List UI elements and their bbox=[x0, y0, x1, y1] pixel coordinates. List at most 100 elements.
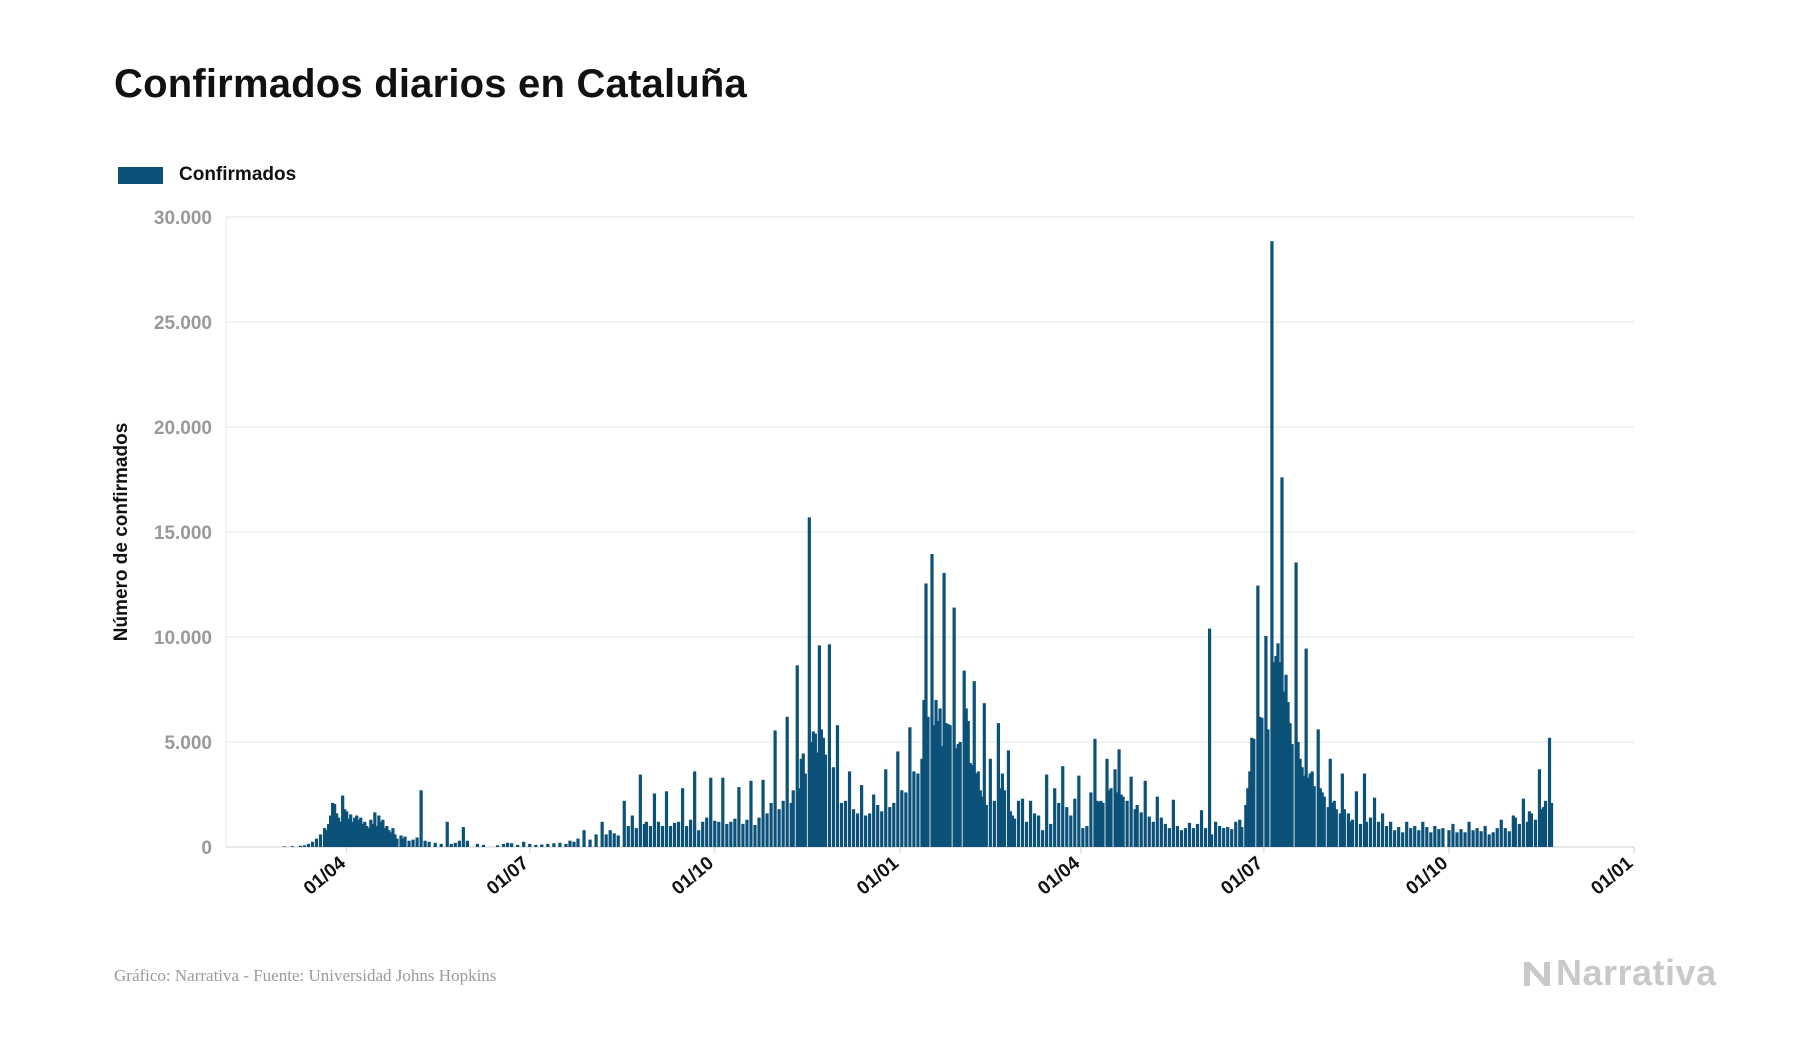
bar bbox=[940, 746, 944, 847]
y-axis-tick-labels: 0 5.000 10.000 15.000 20.000 25.000 30.000 bbox=[154, 208, 212, 859]
bar bbox=[1447, 830, 1451, 847]
bar bbox=[797, 788, 801, 847]
bar bbox=[582, 830, 586, 847]
bar bbox=[1238, 819, 1242, 847]
bar bbox=[1487, 834, 1491, 847]
bar bbox=[415, 837, 419, 847]
bar bbox=[1085, 826, 1089, 847]
bar bbox=[1117, 749, 1121, 847]
bar bbox=[938, 708, 942, 847]
bar bbox=[1199, 810, 1204, 847]
bar bbox=[1537, 769, 1542, 847]
bar bbox=[395, 838, 399, 847]
bar bbox=[974, 773, 978, 847]
bar bbox=[1230, 829, 1234, 847]
bar bbox=[1133, 809, 1137, 847]
bar bbox=[381, 819, 385, 847]
bar bbox=[626, 826, 630, 847]
bar bbox=[660, 826, 665, 847]
bar bbox=[516, 844, 520, 847]
gridlines bbox=[225, 216, 1634, 848]
bar bbox=[1298, 758, 1302, 847]
bar bbox=[1376, 821, 1381, 847]
y-tick-label: 5.000 bbox=[164, 733, 212, 754]
bar bbox=[375, 826, 379, 847]
x-tick-label: 01/07 bbox=[1217, 853, 1267, 900]
bar bbox=[904, 792, 908, 847]
bar bbox=[737, 787, 741, 847]
bar bbox=[676, 821, 681, 847]
x-tick-label: 01/10 bbox=[668, 853, 718, 900]
bar bbox=[1012, 818, 1017, 847]
bar bbox=[896, 751, 900, 847]
bar bbox=[419, 790, 423, 847]
bar bbox=[1057, 802, 1061, 847]
bar bbox=[1288, 723, 1292, 847]
bar bbox=[1089, 792, 1093, 847]
bar bbox=[1364, 821, 1369, 847]
bar bbox=[1533, 819, 1538, 847]
bar bbox=[345, 811, 349, 847]
bar bbox=[1250, 737, 1254, 847]
bar bbox=[377, 815, 381, 847]
bar bbox=[328, 815, 333, 847]
bar bbox=[926, 716, 930, 847]
bar bbox=[892, 802, 896, 847]
bar bbox=[1318, 788, 1322, 847]
bar bbox=[1547, 737, 1552, 847]
bar bbox=[1119, 794, 1123, 847]
bar bbox=[984, 805, 988, 847]
x-tick-label: 01/07 bbox=[483, 853, 533, 900]
bar bbox=[1521, 798, 1525, 847]
bar bbox=[705, 817, 709, 847]
bar bbox=[936, 721, 940, 847]
bar bbox=[803, 773, 807, 847]
bar bbox=[393, 834, 397, 847]
bar bbox=[725, 823, 729, 847]
bar bbox=[322, 828, 327, 847]
bar bbox=[522, 841, 526, 847]
bar bbox=[1320, 792, 1324, 847]
bar bbox=[1312, 786, 1316, 847]
legend-label: Confirmados bbox=[179, 164, 297, 185]
bar bbox=[1095, 800, 1099, 847]
bar bbox=[1155, 796, 1159, 847]
bar bbox=[1252, 738, 1256, 847]
bar bbox=[876, 805, 880, 847]
bar bbox=[461, 827, 465, 847]
bar bbox=[656, 821, 661, 847]
bar bbox=[968, 763, 972, 847]
bar bbox=[1503, 828, 1507, 847]
bar bbox=[1511, 815, 1515, 847]
x-tick-label: 01/01 bbox=[1587, 852, 1637, 899]
y-tick-label: 0 bbox=[201, 838, 212, 859]
bar bbox=[1222, 828, 1226, 847]
bar bbox=[1113, 769, 1117, 847]
bar bbox=[819, 729, 823, 847]
bar bbox=[966, 721, 970, 847]
bar bbox=[1069, 815, 1073, 847]
bar bbox=[1002, 790, 1007, 847]
bar bbox=[791, 790, 795, 847]
bar bbox=[996, 723, 1000, 847]
bar bbox=[1425, 827, 1429, 847]
bar bbox=[612, 833, 616, 847]
y-tick-label: 20.000 bbox=[154, 418, 212, 439]
bar bbox=[888, 807, 892, 847]
bar bbox=[685, 826, 689, 847]
bar bbox=[964, 708, 968, 847]
bar bbox=[314, 838, 319, 847]
bar bbox=[501, 843, 506, 847]
bar bbox=[359, 817, 363, 847]
bar bbox=[1401, 832, 1405, 847]
bar bbox=[709, 777, 713, 847]
bar bbox=[1393, 830, 1397, 847]
bar bbox=[1475, 828, 1479, 847]
bar bbox=[809, 742, 813, 847]
bar bbox=[1179, 830, 1184, 847]
bar bbox=[357, 819, 361, 847]
source-footer: Gráfico: Narrativa - Fuente: Universidad… bbox=[114, 966, 497, 985]
bar bbox=[922, 700, 926, 847]
bar bbox=[1175, 826, 1180, 847]
y-tick-label: 15.000 bbox=[154, 523, 212, 544]
